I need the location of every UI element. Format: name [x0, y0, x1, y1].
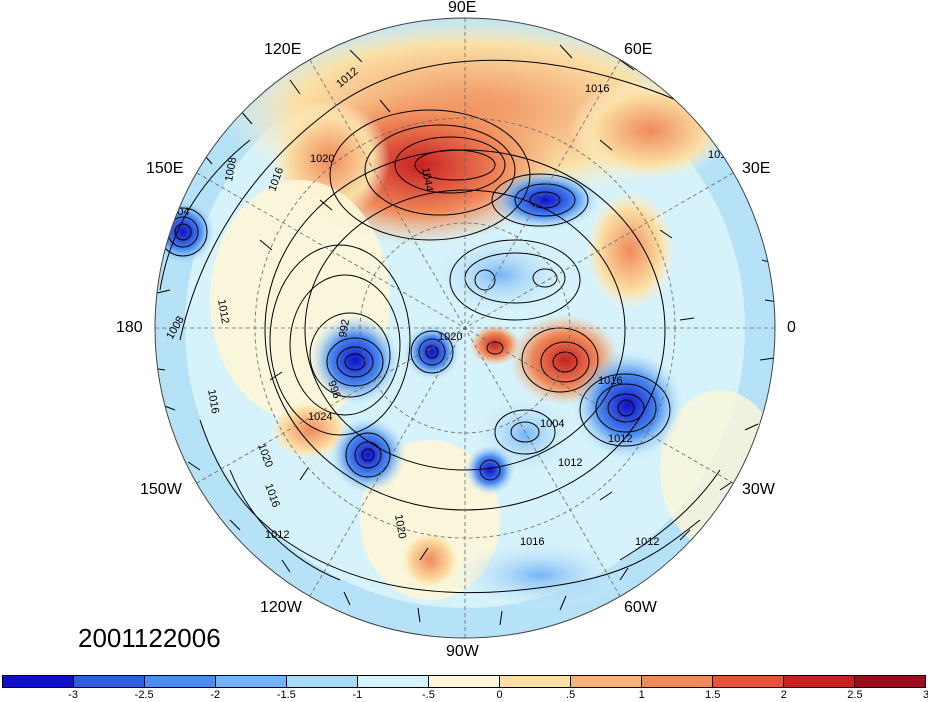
colorbar-tick-label: 2.5: [847, 689, 863, 701]
isobar-label-1012f: 1012: [635, 536, 659, 548]
anomaly-field: 1004 1004 1008 1008 1012 1012 1012 1012 …: [155, 18, 775, 638]
lon-label-60w: 60W: [624, 599, 657, 616]
isobar-label-1012c: 1012: [558, 457, 582, 469]
colorbar-tick-label: 1.5: [705, 689, 721, 701]
isobar-label-1012b: 1012: [608, 433, 632, 445]
isobar-label-1016f: 1016: [205, 388, 221, 414]
colorbar-segment: [571, 676, 642, 687]
colorbar-tick-label: 1: [638, 689, 645, 701]
isobar-label-996: 996: [325, 379, 343, 400]
colorbar-segment: [145, 676, 216, 687]
lon-label-30e: 30E: [742, 160, 771, 177]
lon-label-150w: 150W: [140, 481, 182, 498]
colorbar-tick-label: .5: [566, 689, 576, 701]
colorbar-segment: [74, 676, 145, 687]
colorbar-tick-label: 3: [922, 689, 928, 701]
colorbar-tick-label: -1: [352, 689, 363, 701]
isobar-label-992: 992: [337, 318, 352, 338]
isobar-label-1012e: 1012: [265, 529, 289, 541]
lon-label-60e: 60E: [624, 41, 653, 58]
colorbar-tick-label: -.5: [422, 689, 435, 701]
lon-label-120w: 120W: [260, 599, 302, 616]
colorbar: [2, 675, 926, 688]
isobar-label-1020d: 1020: [438, 331, 462, 343]
colorbar-segment: [784, 676, 855, 687]
isobar-label-1016d: 1016: [520, 536, 544, 548]
isobar-label-1012: 1012: [215, 298, 231, 324]
isobar-label-1012d: 1012: [708, 149, 732, 161]
colorbar-tick-label: -3: [68, 689, 78, 701]
isobar-label-1016: 1016: [585, 83, 609, 95]
colorbar-tick-label: -2: [210, 689, 221, 701]
isobar-label-1024: 1024: [308, 411, 332, 423]
isobar-label-1004b: 1004: [540, 418, 564, 430]
colorbar-tick-label: 0: [496, 689, 503, 701]
colorbar-segment: [3, 676, 74, 687]
lon-label-90w: 90W: [446, 643, 479, 660]
isobar-label-1020: 1020: [310, 153, 334, 165]
lon-label-30w: 30W: [742, 481, 775, 498]
timestamp-label: 2001122006: [78, 623, 221, 653]
lon-label-150e: 150E: [146, 160, 184, 177]
colorbar-tick-label: 2: [780, 689, 787, 701]
lon-label-120e: 120E: [264, 41, 302, 58]
isobar-label-1020c: 1020: [392, 513, 408, 539]
lon-label-0: 0: [787, 319, 796, 336]
isobar-label-1016c: 1016: [598, 375, 622, 387]
colorbar-segment: [500, 676, 571, 687]
colorbar-segment: [855, 676, 925, 687]
isobar-label-1044: 1044: [419, 166, 435, 192]
lon-label-180: 180: [116, 319, 143, 336]
colorbar-segment: [642, 676, 713, 687]
colorbar-segment: [429, 676, 500, 687]
lon-label-90e: 90E: [448, 0, 477, 16]
colorbar-segment: [216, 676, 287, 687]
colorbar-tick-label: -2.5: [134, 689, 154, 701]
colorbar-segment: [358, 676, 429, 687]
graticule: [155, 18, 775, 638]
colorbar-tick-label: -1.5: [276, 689, 296, 701]
map-boundary: [154, 17, 776, 639]
isobar-label-1008b: 1008: [223, 156, 239, 182]
colorbar-segment: [713, 676, 784, 687]
colorbar-segment: [287, 676, 358, 687]
